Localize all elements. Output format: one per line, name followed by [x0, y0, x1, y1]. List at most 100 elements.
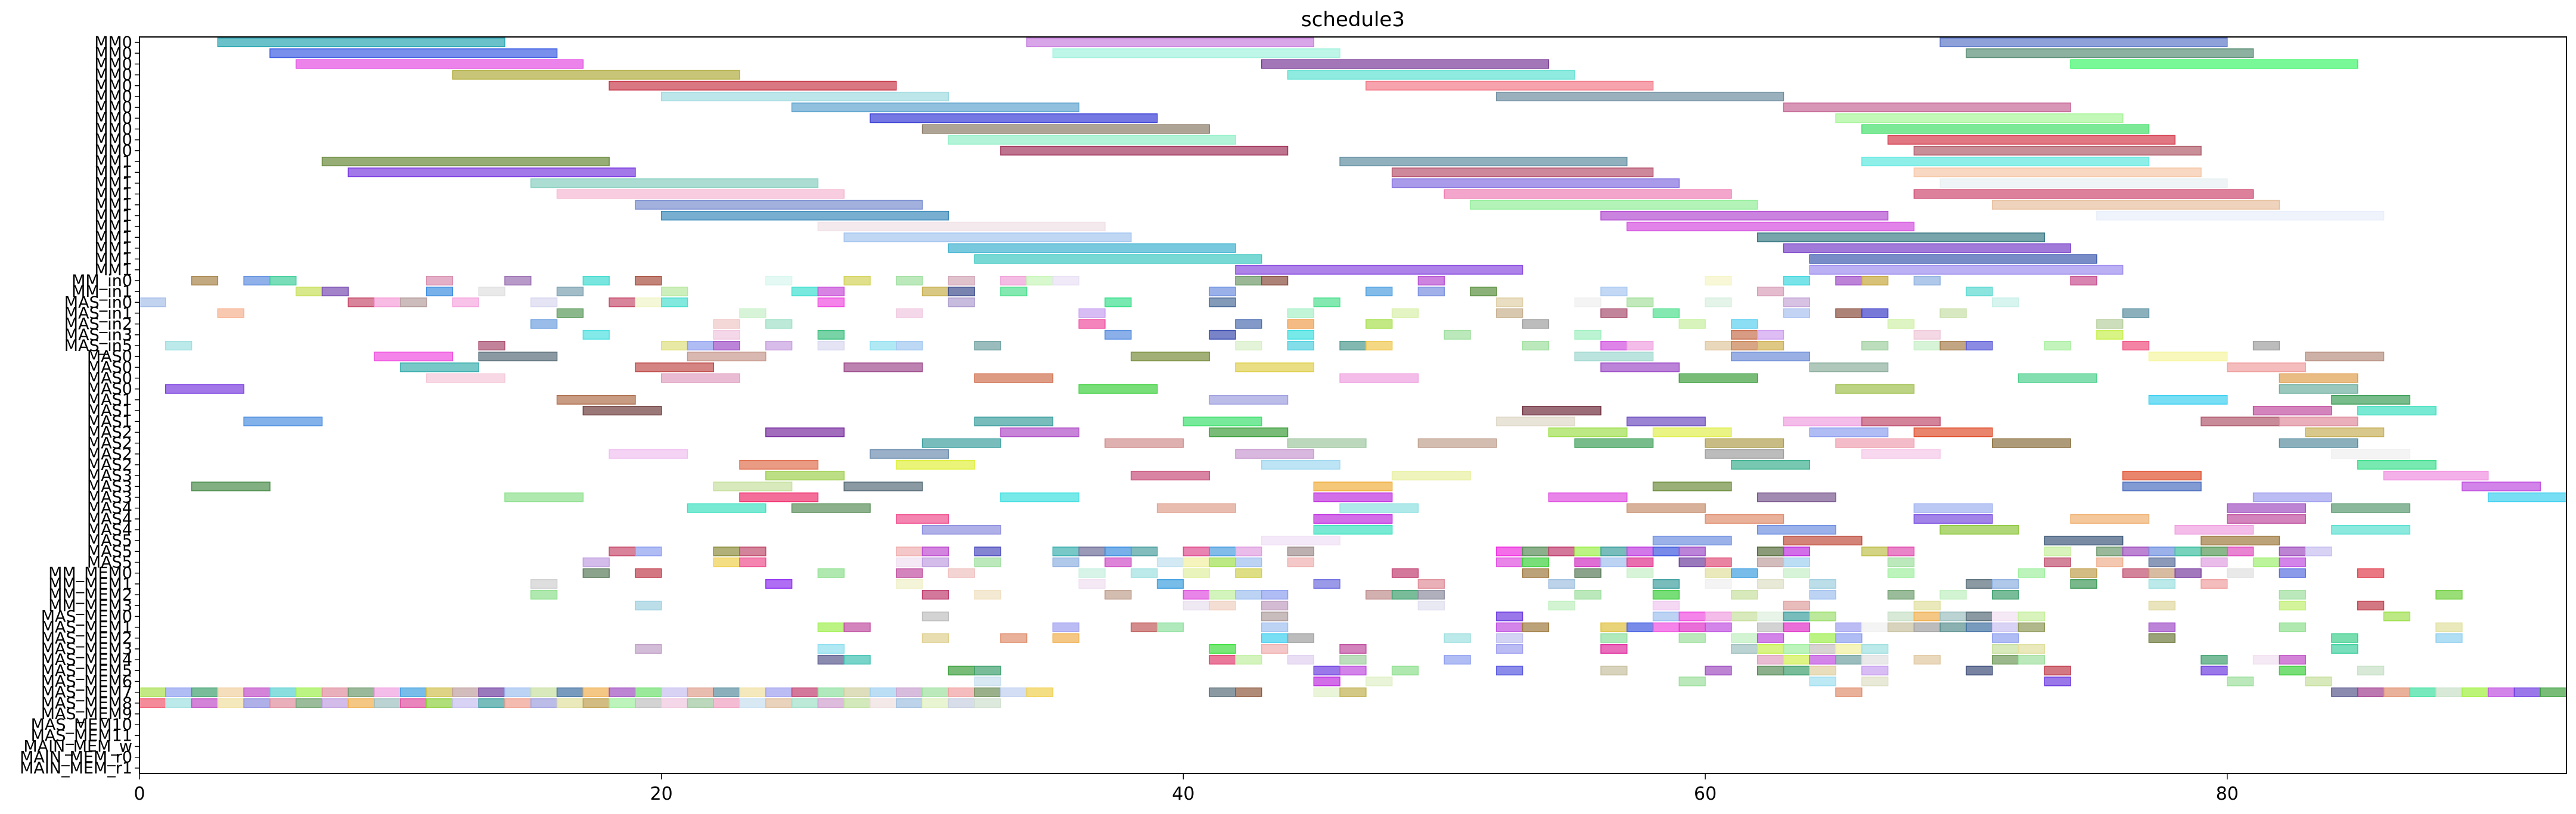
gantt-bar	[2487, 492, 2567, 502]
gantt-bar	[1000, 275, 1028, 285]
gantt-bar	[1600, 666, 1628, 676]
y-tick-label: MM1	[94, 250, 132, 269]
gantt-bar	[1391, 471, 1471, 481]
gantt-bar	[974, 666, 1001, 676]
gantt-bar	[1966, 579, 1993, 589]
gantt-bar	[1861, 157, 2150, 167]
y-tick-label: MM_MEM2	[48, 586, 132, 604]
gantt-bar	[452, 70, 740, 80]
gantt-bar	[2044, 676, 2071, 686]
gantt-bar	[1548, 427, 1628, 437]
gantt-bar	[1000, 145, 1289, 156]
gantt-bar	[400, 698, 427, 708]
gantt-bar	[1913, 655, 1941, 665]
gantt-bar	[347, 687, 375, 697]
gantt-bar	[1913, 611, 1941, 622]
gantt-bar	[974, 373, 1054, 383]
gantt-bar	[582, 275, 610, 285]
gantt-bar	[1756, 557, 1784, 567]
gantt-bar	[765, 579, 793, 589]
gantt-bar	[1209, 394, 1289, 405]
gantt-bar	[1861, 275, 1889, 285]
gantt-bar	[243, 417, 323, 427]
gantt-bar	[191, 698, 219, 708]
gantt-bar	[896, 568, 923, 578]
y-tick-label: MAS0	[87, 347, 132, 366]
gantt-bar	[870, 341, 897, 351]
gantt-bar	[1783, 644, 1810, 654]
y-tick-label: MAS3	[87, 467, 132, 485]
y-tick-label: MAS_MEM11	[31, 726, 132, 745]
gantt-bar	[2070, 275, 2097, 285]
gantt-bar	[635, 362, 715, 372]
gantt-bar	[1966, 611, 1993, 622]
gantt-bar	[1991, 622, 2019, 632]
gantt-bar	[1235, 449, 1315, 459]
gantt-bar	[1574, 568, 1602, 578]
gantt-bar	[896, 579, 923, 589]
gantt-bar	[1652, 622, 1680, 632]
gantt-bar	[2227, 362, 2306, 372]
x-tick-label: 40	[1172, 784, 1194, 804]
gantt-bar	[1365, 676, 1393, 686]
gantt-bar	[478, 341, 505, 351]
gantt-bar	[1991, 633, 2019, 643]
gantt-bar	[530, 590, 558, 600]
gantt-bar	[1261, 59, 1550, 69]
gantt-bar	[1548, 579, 1575, 589]
gantt-bar	[2409, 687, 2437, 697]
gantt-bar	[1731, 330, 1758, 340]
gantt-bar	[1313, 666, 1340, 676]
gantt-bar	[1209, 644, 1236, 654]
gantt-bar	[1626, 222, 1915, 232]
gantt-bar	[1861, 666, 1889, 676]
gantt-bar	[1235, 655, 1262, 665]
y-tick-label: MAS5	[87, 532, 132, 550]
gantt-bar	[1756, 232, 2046, 243]
gantt-bar	[2252, 655, 2280, 665]
gantt-bar	[2148, 557, 2175, 567]
gantt-bar	[1966, 341, 1993, 351]
gantt-bar	[1313, 514, 1393, 524]
gantt-bar	[1444, 633, 1471, 643]
gantt-bar	[1522, 546, 1550, 557]
gantt-bar	[660, 91, 949, 101]
y-tick-label: MAS_MEM3	[41, 640, 132, 658]
gantt-bar	[2070, 568, 2097, 578]
gantt-bar	[1783, 655, 1810, 665]
gantt-bar	[2331, 394, 2411, 405]
gantt-bar	[2227, 568, 2254, 578]
gantt-bar	[374, 352, 454, 362]
gantt-bar	[1574, 557, 1602, 567]
gantt-bar	[1783, 557, 1810, 567]
gantt-bar	[2044, 536, 2124, 546]
gantt-bar	[426, 275, 454, 285]
y-tick-label: MAS_in5	[64, 337, 132, 355]
gantt-bar	[2148, 622, 2175, 632]
gantt-bar	[896, 546, 923, 557]
gantt-bar	[1052, 546, 1080, 557]
gantt-bar	[530, 319, 558, 329]
y-tick-label: MM1	[94, 174, 132, 192]
gantt-bar	[1078, 579, 1106, 589]
gantt-bar	[1756, 492, 1836, 502]
y-tick-label: MM1	[94, 196, 132, 215]
gantt-bar	[1809, 362, 1889, 372]
gantt-bar	[687, 698, 715, 708]
gantt-bar	[1131, 546, 1158, 557]
gantt-bar	[791, 102, 1080, 113]
y-tick-label: MM_MEM1	[48, 575, 132, 594]
gantt-bar	[1913, 427, 1993, 437]
gantt-bar	[1078, 568, 1106, 578]
gantt-bar	[2357, 687, 2385, 697]
gantt-bar	[2331, 687, 2358, 697]
gantt-bar	[1183, 417, 1262, 427]
gantt-bar	[1887, 546, 1915, 557]
gantt-bar	[974, 698, 1001, 708]
gantt-bar	[374, 297, 401, 307]
gantt-bar	[2252, 341, 2280, 351]
gantt-bar	[1678, 633, 1706, 643]
gantt-bar	[1313, 481, 1393, 492]
gantt-bar	[1626, 568, 1654, 578]
gantt-bar	[1783, 275, 1810, 285]
